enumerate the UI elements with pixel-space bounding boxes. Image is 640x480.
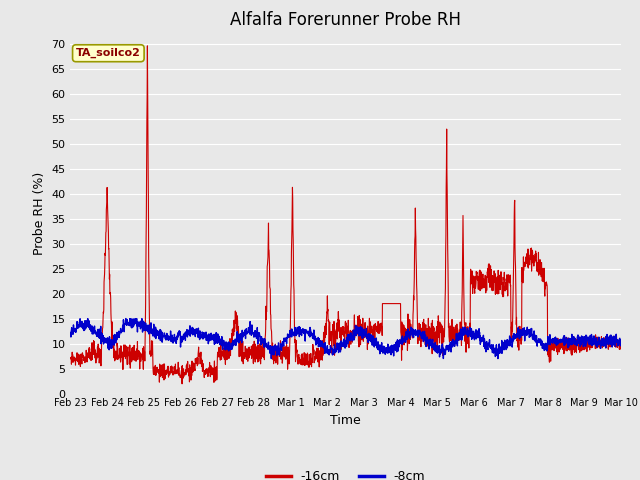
Legend: -16cm, -8cm: -16cm, -8cm xyxy=(260,465,431,480)
X-axis label: Time: Time xyxy=(330,414,361,427)
Y-axis label: Probe RH (%): Probe RH (%) xyxy=(33,172,46,255)
Text: TA_soilco2: TA_soilco2 xyxy=(76,48,141,59)
Title: Alfalfa Forerunner Probe RH: Alfalfa Forerunner Probe RH xyxy=(230,11,461,29)
